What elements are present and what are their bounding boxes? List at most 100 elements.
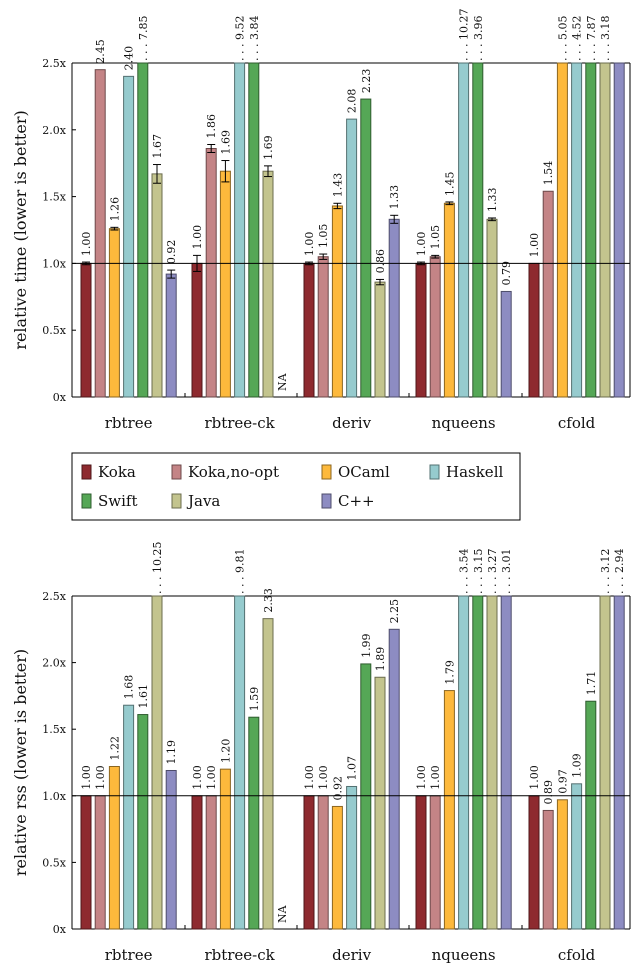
legend-label: Haskell	[446, 463, 503, 481]
bar	[429, 795, 441, 930]
legend-label: Swift	[98, 492, 138, 510]
bar	[415, 262, 427, 398]
bar	[599, 62, 611, 398]
bar	[303, 795, 315, 930]
bar	[234, 595, 246, 930]
bar	[415, 795, 427, 930]
data-label: 1.05	[317, 224, 330, 249]
bar	[472, 595, 484, 930]
bar	[137, 714, 149, 930]
bar	[346, 785, 358, 930]
bar	[219, 170, 231, 398]
bar	[458, 595, 470, 930]
legend-swatch	[171, 493, 182, 509]
x-tick-label: nqueens	[432, 946, 496, 964]
bar	[528, 795, 540, 930]
data-label: 0.79	[500, 261, 513, 286]
y-tick-label: 0.5x	[42, 856, 66, 869]
y-tick-label: 1.0x	[42, 257, 66, 270]
data-label: 1.69	[219, 130, 232, 155]
data-label: . . . 3.15	[472, 549, 485, 594]
bar	[94, 69, 106, 398]
data-label: 0.92	[331, 776, 344, 801]
bar	[123, 75, 135, 398]
legend-label: Java	[186, 492, 220, 510]
bar	[374, 281, 386, 398]
data-label: 1.00	[303, 765, 316, 790]
x-tick-label: cfold	[558, 414, 596, 432]
bar	[556, 62, 568, 398]
legend-swatch	[321, 493, 332, 509]
data-label: 1.00	[415, 232, 428, 257]
y-tick-label: 2.5x	[42, 57, 66, 70]
data-label: . . . 3.84	[248, 16, 261, 61]
bar	[500, 290, 512, 398]
data-label: . . . 5.05	[556, 16, 569, 61]
legend-label: OCaml	[338, 463, 390, 481]
bar	[346, 118, 358, 398]
legend-swatch	[171, 464, 182, 480]
data-label: 1.22	[108, 736, 121, 761]
data-label: . . . 9.81	[234, 549, 247, 594]
data-label: . . . 3.01	[500, 549, 513, 594]
data-label: 2.45	[94, 39, 107, 64]
data-label: . . . 9.52	[234, 16, 247, 61]
data-label: 1.00	[528, 765, 541, 790]
bar	[165, 769, 177, 930]
legend: Koka Koka,no-opt OCaml Haskell Swift Java C++	[71, 452, 521, 521]
bar	[205, 795, 217, 930]
bar	[191, 795, 203, 930]
data-label: 0.89	[542, 780, 555, 805]
bar	[458, 62, 470, 398]
bar	[388, 628, 400, 930]
bar	[108, 765, 120, 930]
bar	[486, 595, 498, 930]
y-tick-label: 2.0x	[42, 657, 66, 670]
x-tick-label: rbtree	[105, 946, 153, 964]
x-tick-label: deriv	[332, 414, 371, 432]
bar	[585, 700, 597, 930]
bar	[585, 62, 597, 398]
legend-swatch	[81, 493, 92, 509]
data-label: 1.33	[388, 185, 401, 210]
data-label: NA	[276, 372, 289, 391]
data-label: 1.05	[429, 225, 442, 250]
data-label: 0.92	[165, 240, 178, 265]
data-label: 2.23	[360, 69, 373, 94]
data-label: 2.40	[123, 46, 136, 71]
data-label: 2.33	[262, 588, 275, 613]
bar	[80, 795, 92, 930]
bar	[542, 190, 554, 398]
data-label: 1.61	[137, 684, 150, 709]
bar	[80, 262, 92, 398]
y-tick-label: 1.5x	[42, 723, 66, 736]
bar	[472, 62, 484, 398]
bar	[443, 690, 455, 930]
bar	[331, 805, 343, 930]
data-label: 1.00	[429, 765, 442, 790]
bar	[94, 795, 106, 930]
y-tick-label: 1.0x	[42, 790, 66, 803]
data-label: 1.00	[80, 765, 93, 790]
legend-label: Koka,no-opt	[188, 463, 279, 481]
bar	[262, 618, 274, 930]
x-tick-label: rbtree-ck	[204, 946, 275, 964]
bar	[360, 98, 372, 398]
data-label: . . . 3.18	[599, 16, 612, 61]
bar	[248, 62, 260, 398]
bar	[108, 228, 120, 398]
chart-panel-1: 0x 0.5x 1.0x 1.5x 2.0x 2.5x relative time (low…	[11, 9, 631, 432]
data-label: 1.43	[331, 173, 344, 198]
data-label: 0.97	[556, 769, 569, 794]
data-label: 1.00	[94, 765, 107, 790]
x-tick-label: rbtree-ck	[204, 414, 275, 432]
y-tick-label: 1.5x	[42, 191, 66, 204]
data-label: . . . 2.94	[613, 549, 626, 594]
bar	[613, 62, 625, 398]
bar	[137, 62, 149, 398]
y-tick-label: 2.0x	[42, 124, 66, 137]
data-label: 0.86	[374, 249, 387, 274]
data-label: . . . 3.54	[458, 549, 471, 594]
